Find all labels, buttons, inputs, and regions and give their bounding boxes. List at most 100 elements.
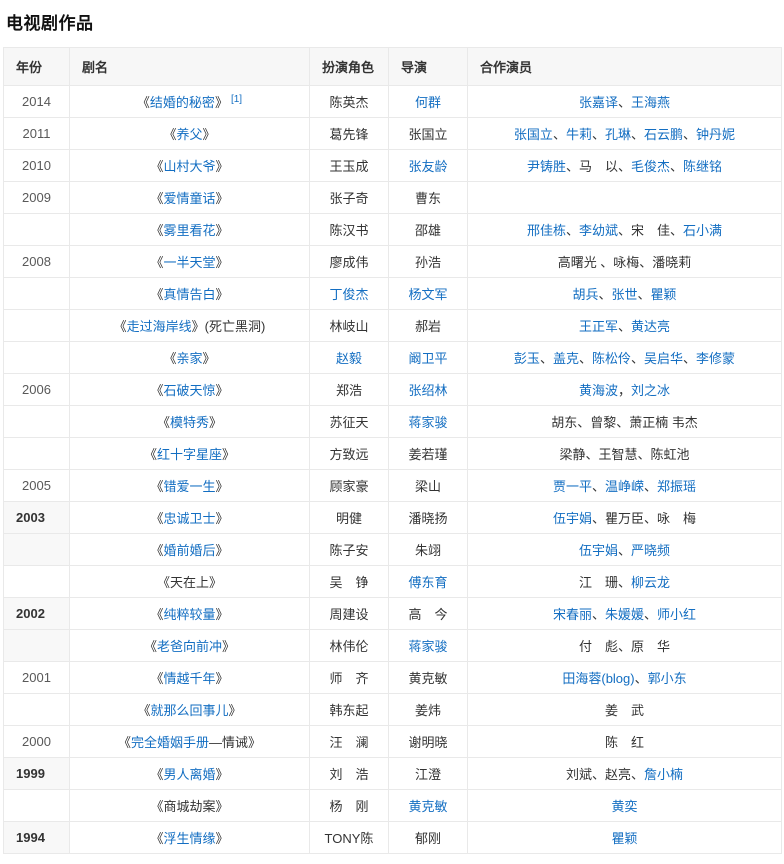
drama-title-link[interactable]: 石破天惊 <box>163 383 216 398</box>
text-segment: 《 <box>156 415 170 430</box>
person-link[interactable]: 张绍林 <box>408 383 448 398</box>
drama-title-link[interactable]: 就那么回事儿 <box>150 703 229 718</box>
drama-title-link[interactable]: 错爱一生 <box>163 479 216 494</box>
text-segment: 朱翊 <box>414 543 441 558</box>
drama-title-link[interactable]: 模特秀 <box>169 415 209 430</box>
person-link[interactable]: 朱媛媛 <box>604 607 644 622</box>
drama-title-link[interactable]: 婚前婚后 <box>163 543 216 558</box>
person-link[interactable]: 伍宇娟 <box>552 511 592 526</box>
drama-title-link[interactable]: 真情告白 <box>163 287 216 302</box>
person-link[interactable]: 贾一平 <box>552 479 592 494</box>
person-link[interactable]: 张友龄 <box>408 159 448 174</box>
role-cell: 周建设 <box>309 597 389 630</box>
year-cell <box>3 533 70 566</box>
text-segment: 刘 浩 <box>329 767 369 782</box>
person-link[interactable]: 师小红 <box>657 607 697 622</box>
person-link[interactable]: 田海蓉(blog) <box>562 671 635 686</box>
person-link[interactable]: 瞿颖 <box>650 287 677 302</box>
text-segment: 、 <box>539 351 553 366</box>
drama-title-link[interactable]: 亲家 <box>176 351 203 366</box>
person-link[interactable]: 何群 <box>414 95 441 110</box>
person-link[interactable]: 石云鹏 <box>644 127 684 142</box>
person-link[interactable]: 严晓频 <box>631 543 671 558</box>
text-segment: 》 <box>215 607 229 622</box>
drama-title-link[interactable]: 红十字星座 <box>156 447 222 462</box>
person-link[interactable]: 毛俊杰 <box>630 159 670 174</box>
person-link[interactable]: 蒋家骏 <box>408 639 448 654</box>
text-segment: 潘晓扬 <box>408 511 448 526</box>
drama-title-link[interactable]: 山村大爷 <box>163 159 216 174</box>
drama-title-link[interactable]: 爱情童话 <box>163 191 216 206</box>
drama-title-link[interactable]: 雾里看花 <box>163 223 216 238</box>
text-segment: 葛先锋 <box>329 127 369 142</box>
person-link[interactable]: 傅东育 <box>408 575 448 590</box>
person-link[interactable]: 孔琳 <box>604 127 631 142</box>
person-link[interactable]: 温峥嵘 <box>604 479 644 494</box>
drama-title-link[interactable]: 浮生情缘 <box>163 831 216 846</box>
person-link[interactable]: 黄海波 <box>578 383 618 398</box>
table-row: 《亲家》 赵毅 阚卫平 彭玉、盖克、陈松伶、吴启华、李修蒙 <box>3 341 782 374</box>
person-link[interactable]: 彭玉 <box>513 351 540 366</box>
person-link[interactable]: 陈松伶 <box>591 351 631 366</box>
person-link[interactable]: 瞿颖 <box>611 831 638 846</box>
title-cell: 《天在上》 <box>69 565 310 598</box>
person-link[interactable]: 郭小东 <box>647 671 687 686</box>
role-cell: 吴 铮 <box>309 565 389 598</box>
person-link[interactable]: 黄达亮 <box>631 319 671 334</box>
person-link[interactable]: 黄奕 <box>611 799 638 814</box>
drama-title-link[interactable]: 走过海岸线 <box>126 319 192 334</box>
drama-title-link[interactable]: 完全婚姻手册 <box>130 735 209 750</box>
drama-title-link[interactable]: 情越千年 <box>163 671 216 686</box>
person-link[interactable]: 陈继铭 <box>683 159 723 174</box>
person-link[interactable]: 吴启华 <box>644 351 684 366</box>
person-link[interactable]: 李修蒙 <box>696 351 736 366</box>
reference-sup-link[interactable]: [1] <box>230 93 243 105</box>
title-cell: 《男人离婚》 <box>69 757 310 790</box>
person-link[interactable]: 牛莉 <box>565 127 592 142</box>
person-link[interactable]: 王海燕 <box>631 95 671 110</box>
year-cell <box>3 405 70 438</box>
title-cell: 《结婚的秘密》 [1] <box>69 85 310 118</box>
person-link[interactable]: 丁俊杰 <box>329 287 369 302</box>
year-cell: 2006 <box>3 373 70 406</box>
drama-title-link[interactable]: 养父 <box>176 127 203 142</box>
person-link[interactable]: 蒋家骏 <box>408 415 448 430</box>
person-link[interactable]: 郑振瑶 <box>657 479 697 494</box>
drama-title-link[interactable]: 一半天堂 <box>163 255 216 270</box>
role-cell: 赵毅 <box>309 341 389 374</box>
director-cell: 张友龄 <box>388 149 468 182</box>
person-link[interactable]: 刘之冰 <box>631 383 671 398</box>
person-link[interactable]: 张世 <box>611 287 638 302</box>
text-segment: —情诫》 <box>209 735 262 750</box>
drama-title-link[interactable]: 结婚的秘密 <box>149 95 215 110</box>
person-link[interactable]: 尹铸胜 <box>526 159 566 174</box>
person-link[interactable]: 钟丹妮 <box>696 127 736 142</box>
person-link[interactable]: 赵毅 <box>335 351 362 366</box>
person-link[interactable]: 石小满 <box>683 223 723 238</box>
person-link[interactable]: 詹小楠 <box>644 767 684 782</box>
person-link[interactable]: 胡兵 <box>572 287 599 302</box>
person-link[interactable]: 邢佳栋 <box>526 223 566 238</box>
drama-title-link[interactable]: 男人离婚 <box>163 767 216 782</box>
title-cell: 《错爱一生》 <box>69 469 310 502</box>
person-link[interactable]: 李幼斌 <box>578 223 618 238</box>
person-link[interactable]: 张嘉译 <box>578 95 618 110</box>
text-segment: 《 <box>150 671 164 686</box>
person-link[interactable]: 伍宇娟 <box>578 543 618 558</box>
person-link[interactable]: 盖克 <box>552 351 579 366</box>
drama-title-link[interactable]: 忠诚卫士 <box>163 511 216 526</box>
person-link[interactable]: 黄克敏 <box>408 799 448 814</box>
drama-title-link[interactable]: 老爸向前冲 <box>156 639 222 654</box>
drama-title-link[interactable]: 纯粹较量 <box>163 607 216 622</box>
person-link[interactable]: 阚卫平 <box>408 351 448 366</box>
person-link[interactable]: 柳云龙 <box>631 575 671 590</box>
person-link[interactable]: 宋春丽 <box>552 607 592 622</box>
person-link[interactable]: 张国立 <box>513 127 553 142</box>
text-segment: 陈子安 <box>329 543 369 558</box>
person-link[interactable]: 王正军 <box>578 319 618 334</box>
director-cell: 张国立 <box>388 117 468 150</box>
text-segment: 》 <box>215 191 229 206</box>
person-link[interactable]: 杨文军 <box>408 287 448 302</box>
title-cell: 《情越千年》 <box>69 661 310 694</box>
role-cell: 韩东起 <box>309 693 389 726</box>
